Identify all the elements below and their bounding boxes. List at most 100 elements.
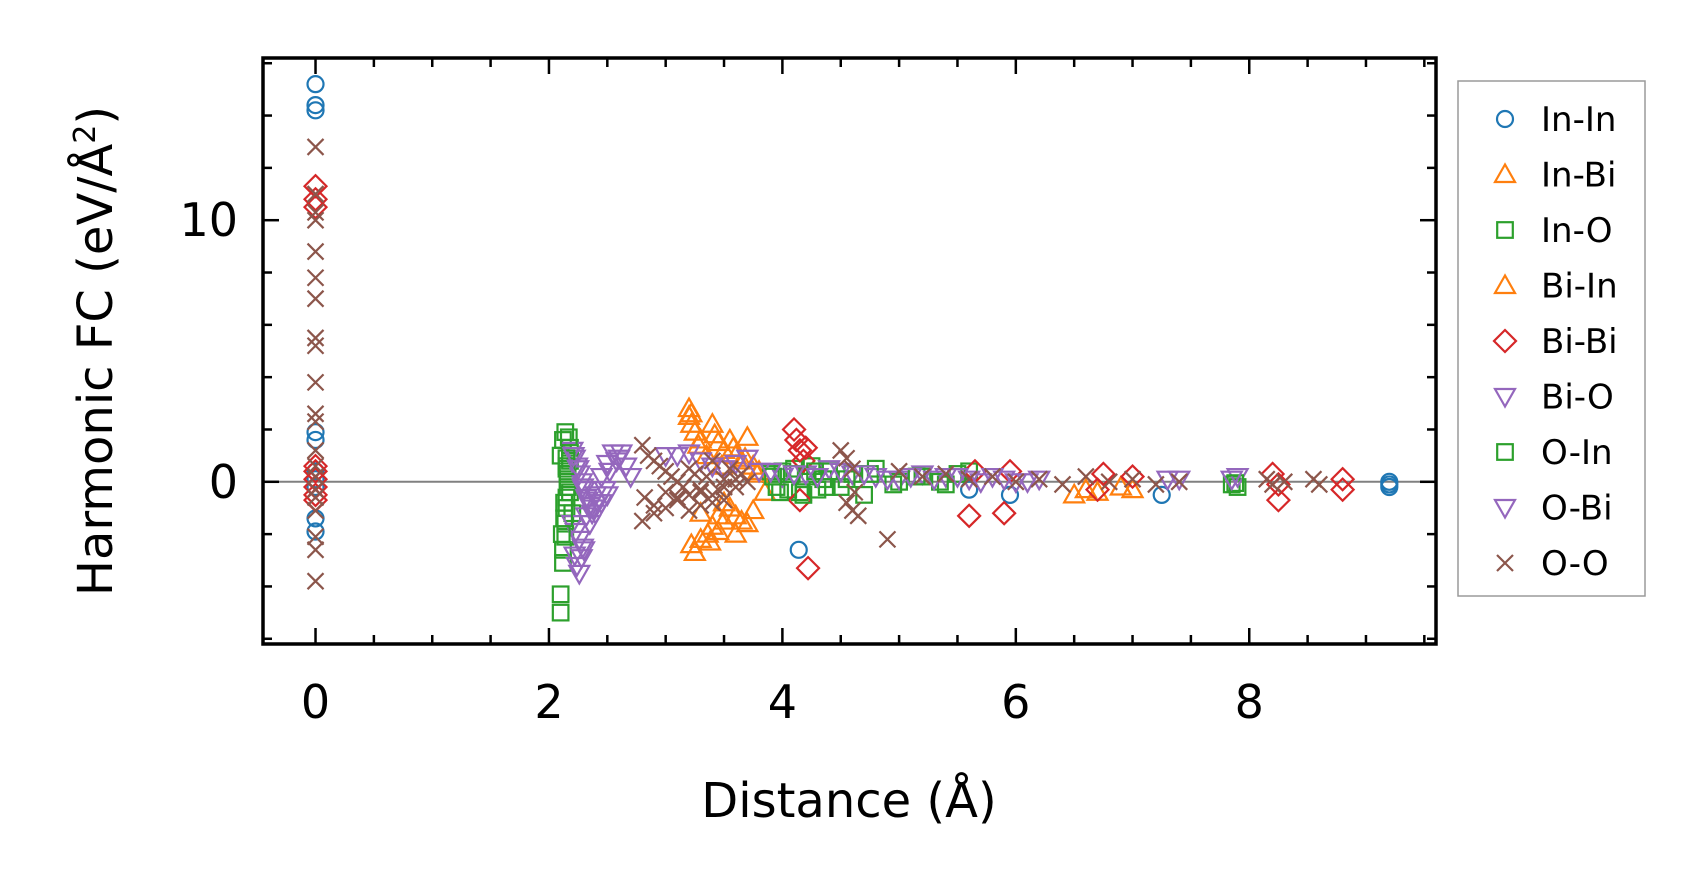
point-o-bi — [875, 470, 900, 492]
legend-marker-o-in — [1496, 443, 1514, 461]
point-in-bi — [712, 438, 736, 460]
point-o-o — [306, 329, 325, 347]
point-in-in — [960, 480, 979, 499]
point-o-o — [715, 491, 733, 509]
point-bi-in — [741, 498, 766, 520]
point-in-bi — [723, 521, 748, 543]
point-o-bi — [1155, 470, 1180, 492]
point-o-in — [794, 485, 813, 504]
point-o-o — [913, 467, 932, 486]
point-in-in — [306, 75, 325, 94]
point-bi-bi — [787, 487, 813, 513]
legend-marker-o-bi — [1493, 498, 1517, 520]
point-o-o — [1123, 470, 1142, 488]
point-in-bi — [735, 425, 760, 446]
legend-item-in-in: In-In — [1495, 100, 1616, 140]
point-o-o — [1275, 473, 1294, 491]
point-bi-bi — [795, 555, 821, 581]
point-o-bi — [593, 481, 617, 502]
legend-label-in-bi: In-Bi — [1541, 156, 1616, 196]
point-o-in — [817, 478, 836, 496]
point-bi-o — [1167, 470, 1192, 492]
point-in-bi — [729, 508, 754, 530]
point-bi-bi — [1265, 487, 1291, 513]
legend-marker-in-in — [1495, 109, 1515, 129]
legend-marker-bi-o — [1493, 387, 1517, 409]
point-o-in — [806, 462, 824, 481]
point-o-bi — [992, 470, 1017, 492]
point-in-bi — [729, 448, 754, 470]
legend-label-bi-bi: Bi-Bi — [1541, 322, 1618, 362]
point-o-o — [306, 527, 325, 546]
plot-frame — [261, 56, 1438, 646]
point-o-o — [721, 459, 739, 478]
point-o-o — [831, 441, 850, 460]
point-bi-in — [723, 503, 748, 525]
point-in-in — [306, 477, 325, 497]
point-o-o — [878, 530, 897, 549]
point-in-in — [1380, 472, 1399, 491]
point-bi-in — [679, 401, 704, 423]
point-o-o — [849, 507, 868, 525]
point-o-o — [306, 467, 325, 486]
legend-marker-bi-in — [1493, 273, 1517, 295]
point-o-o — [306, 501, 325, 520]
legend-label-o-in: O-In — [1541, 433, 1613, 473]
point-o-o — [983, 467, 1002, 486]
point-bi-bi — [1330, 466, 1356, 492]
point-bi-o — [567, 564, 592, 586]
point-o-o — [1053, 475, 1072, 494]
point-o-bi — [609, 444, 634, 466]
point-bi-o — [569, 549, 594, 570]
point-o-bi — [614, 457, 638, 479]
point-bi-bi — [1090, 461, 1116, 487]
legend-item-o-in: O-In — [1496, 433, 1613, 473]
legend-label-o-o: O-O — [1541, 544, 1609, 584]
point-o-o — [1007, 473, 1025, 491]
point-o-bi — [1015, 473, 1040, 495]
point-bi-o — [1003, 473, 1028, 495]
legend-label-o-bi: O-Bi — [1541, 489, 1613, 529]
point-o-o — [306, 211, 325, 229]
point-o-bi — [758, 462, 783, 484]
point-o-bi — [945, 467, 970, 489]
point-o-bi — [805, 467, 830, 489]
point-in-bi — [706, 519, 731, 541]
point-in-o — [808, 480, 827, 499]
point-o-bi — [580, 504, 605, 526]
point-o-o — [306, 336, 325, 355]
legend-item-bi-in: Bi-In — [1493, 267, 1618, 307]
point-o-o — [306, 572, 325, 590]
x-tick-label: 4 — [768, 675, 797, 729]
point-o-o — [306, 373, 325, 392]
point-o-o — [633, 436, 652, 454]
data-markers — [302, 75, 1399, 622]
point-bi-bi — [787, 437, 813, 463]
point-o-o — [1310, 475, 1329, 494]
y-tick-label: 10 — [179, 193, 238, 247]
legend-item-bi-o: Bi-O — [1493, 378, 1614, 418]
point-in-o — [556, 423, 575, 441]
point-o-o — [306, 480, 325, 499]
point-o-o — [306, 412, 325, 431]
point-in-bi — [1062, 482, 1087, 504]
point-o-o — [306, 138, 325, 156]
point-bi-bi — [956, 503, 982, 529]
point-o-o — [1100, 473, 1118, 491]
point-bi-o — [770, 467, 795, 489]
legend-marker-o-o — [1496, 554, 1514, 572]
point-o-o — [656, 483, 675, 502]
x-tick-label: 8 — [1235, 675, 1264, 729]
point-in-bi — [700, 412, 725, 433]
legend-frame — [1457, 80, 1646, 597]
point-o-o — [645, 504, 663, 522]
point-o-o — [306, 268, 325, 287]
y-axis-label: Harmonic FC (eV/Å2) — [67, 106, 124, 596]
point-o-in — [931, 472, 949, 491]
axis-ticks — [263, 58, 1436, 644]
point-bi-bi — [1330, 477, 1356, 503]
point-bi-in — [1073, 477, 1098, 499]
point-bi-bi — [781, 416, 807, 443]
point-o-o — [306, 488, 325, 507]
